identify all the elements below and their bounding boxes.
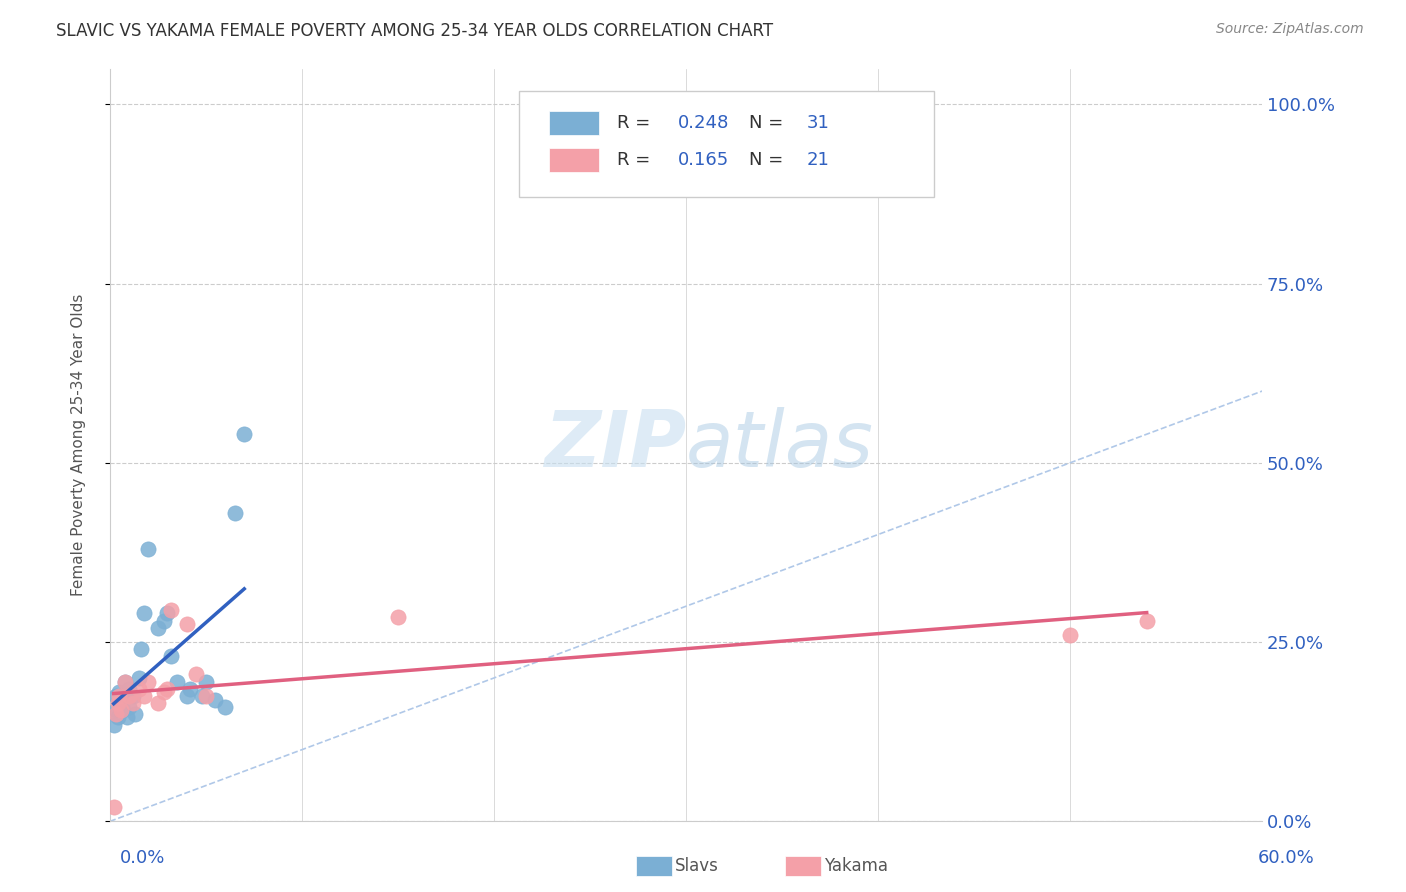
Point <box>156 681 179 696</box>
Point <box>107 696 129 710</box>
Text: atlas: atlas <box>686 407 873 483</box>
Point <box>146 696 169 710</box>
Point <box>122 689 145 703</box>
Point <box>224 506 246 520</box>
Point <box>387 610 409 624</box>
Point <box>134 607 156 621</box>
Text: Source: ZipAtlas.com: Source: ZipAtlas.com <box>1216 22 1364 37</box>
FancyBboxPatch shape <box>519 91 934 196</box>
Point <box>108 685 131 699</box>
FancyBboxPatch shape <box>785 856 821 876</box>
Point <box>118 681 141 696</box>
Point <box>112 703 135 717</box>
Point <box>204 692 226 706</box>
Point <box>136 541 159 556</box>
Point <box>146 621 169 635</box>
Point <box>166 674 188 689</box>
Point <box>114 674 136 689</box>
Text: Slavs: Slavs <box>675 857 718 875</box>
Point <box>186 667 208 681</box>
Point <box>1059 628 1081 642</box>
Point <box>107 710 129 724</box>
Point <box>104 689 127 703</box>
Point <box>176 689 198 703</box>
Point <box>103 800 125 814</box>
Point <box>160 603 183 617</box>
Point <box>122 696 145 710</box>
Point <box>110 703 132 717</box>
Y-axis label: Female Poverty Among 25-34 Year Olds: Female Poverty Among 25-34 Year Olds <box>72 293 86 596</box>
Point <box>110 689 132 703</box>
Point <box>160 649 183 664</box>
Point <box>108 696 131 710</box>
Point <box>108 689 131 703</box>
Point <box>233 427 256 442</box>
Point <box>104 706 127 721</box>
FancyBboxPatch shape <box>636 856 672 876</box>
Text: R =: R = <box>617 113 655 132</box>
Point <box>104 703 127 717</box>
Point <box>179 681 201 696</box>
Point <box>191 689 214 703</box>
Text: 0.0%: 0.0% <box>120 849 165 867</box>
Text: N =: N = <box>749 152 789 169</box>
Point <box>103 717 125 731</box>
Point <box>124 706 146 721</box>
Text: ZIP: ZIP <box>544 407 686 483</box>
Point <box>156 607 179 621</box>
Text: N =: N = <box>749 113 789 132</box>
Text: 31: 31 <box>807 113 830 132</box>
Point <box>152 614 174 628</box>
Text: 21: 21 <box>807 152 830 169</box>
FancyBboxPatch shape <box>548 111 599 135</box>
Point <box>134 689 156 703</box>
Text: 60.0%: 60.0% <box>1258 849 1315 867</box>
Point <box>214 699 236 714</box>
Point <box>152 685 174 699</box>
Point <box>1136 614 1159 628</box>
Text: 0.248: 0.248 <box>678 113 730 132</box>
Point <box>118 689 141 703</box>
Point <box>194 689 217 703</box>
Text: Yakama: Yakama <box>824 857 889 875</box>
Point <box>128 681 150 696</box>
Point <box>128 671 150 685</box>
Point <box>194 674 217 689</box>
Point <box>129 642 152 657</box>
Point <box>115 710 138 724</box>
FancyBboxPatch shape <box>548 148 599 172</box>
Text: SLAVIC VS YAKAMA FEMALE POVERTY AMONG 25-34 YEAR OLDS CORRELATION CHART: SLAVIC VS YAKAMA FEMALE POVERTY AMONG 25… <box>56 22 773 40</box>
Point <box>114 674 136 689</box>
Text: 0.165: 0.165 <box>678 152 730 169</box>
Point <box>136 674 159 689</box>
Point <box>176 617 198 632</box>
Text: R =: R = <box>617 152 655 169</box>
Point <box>118 699 141 714</box>
